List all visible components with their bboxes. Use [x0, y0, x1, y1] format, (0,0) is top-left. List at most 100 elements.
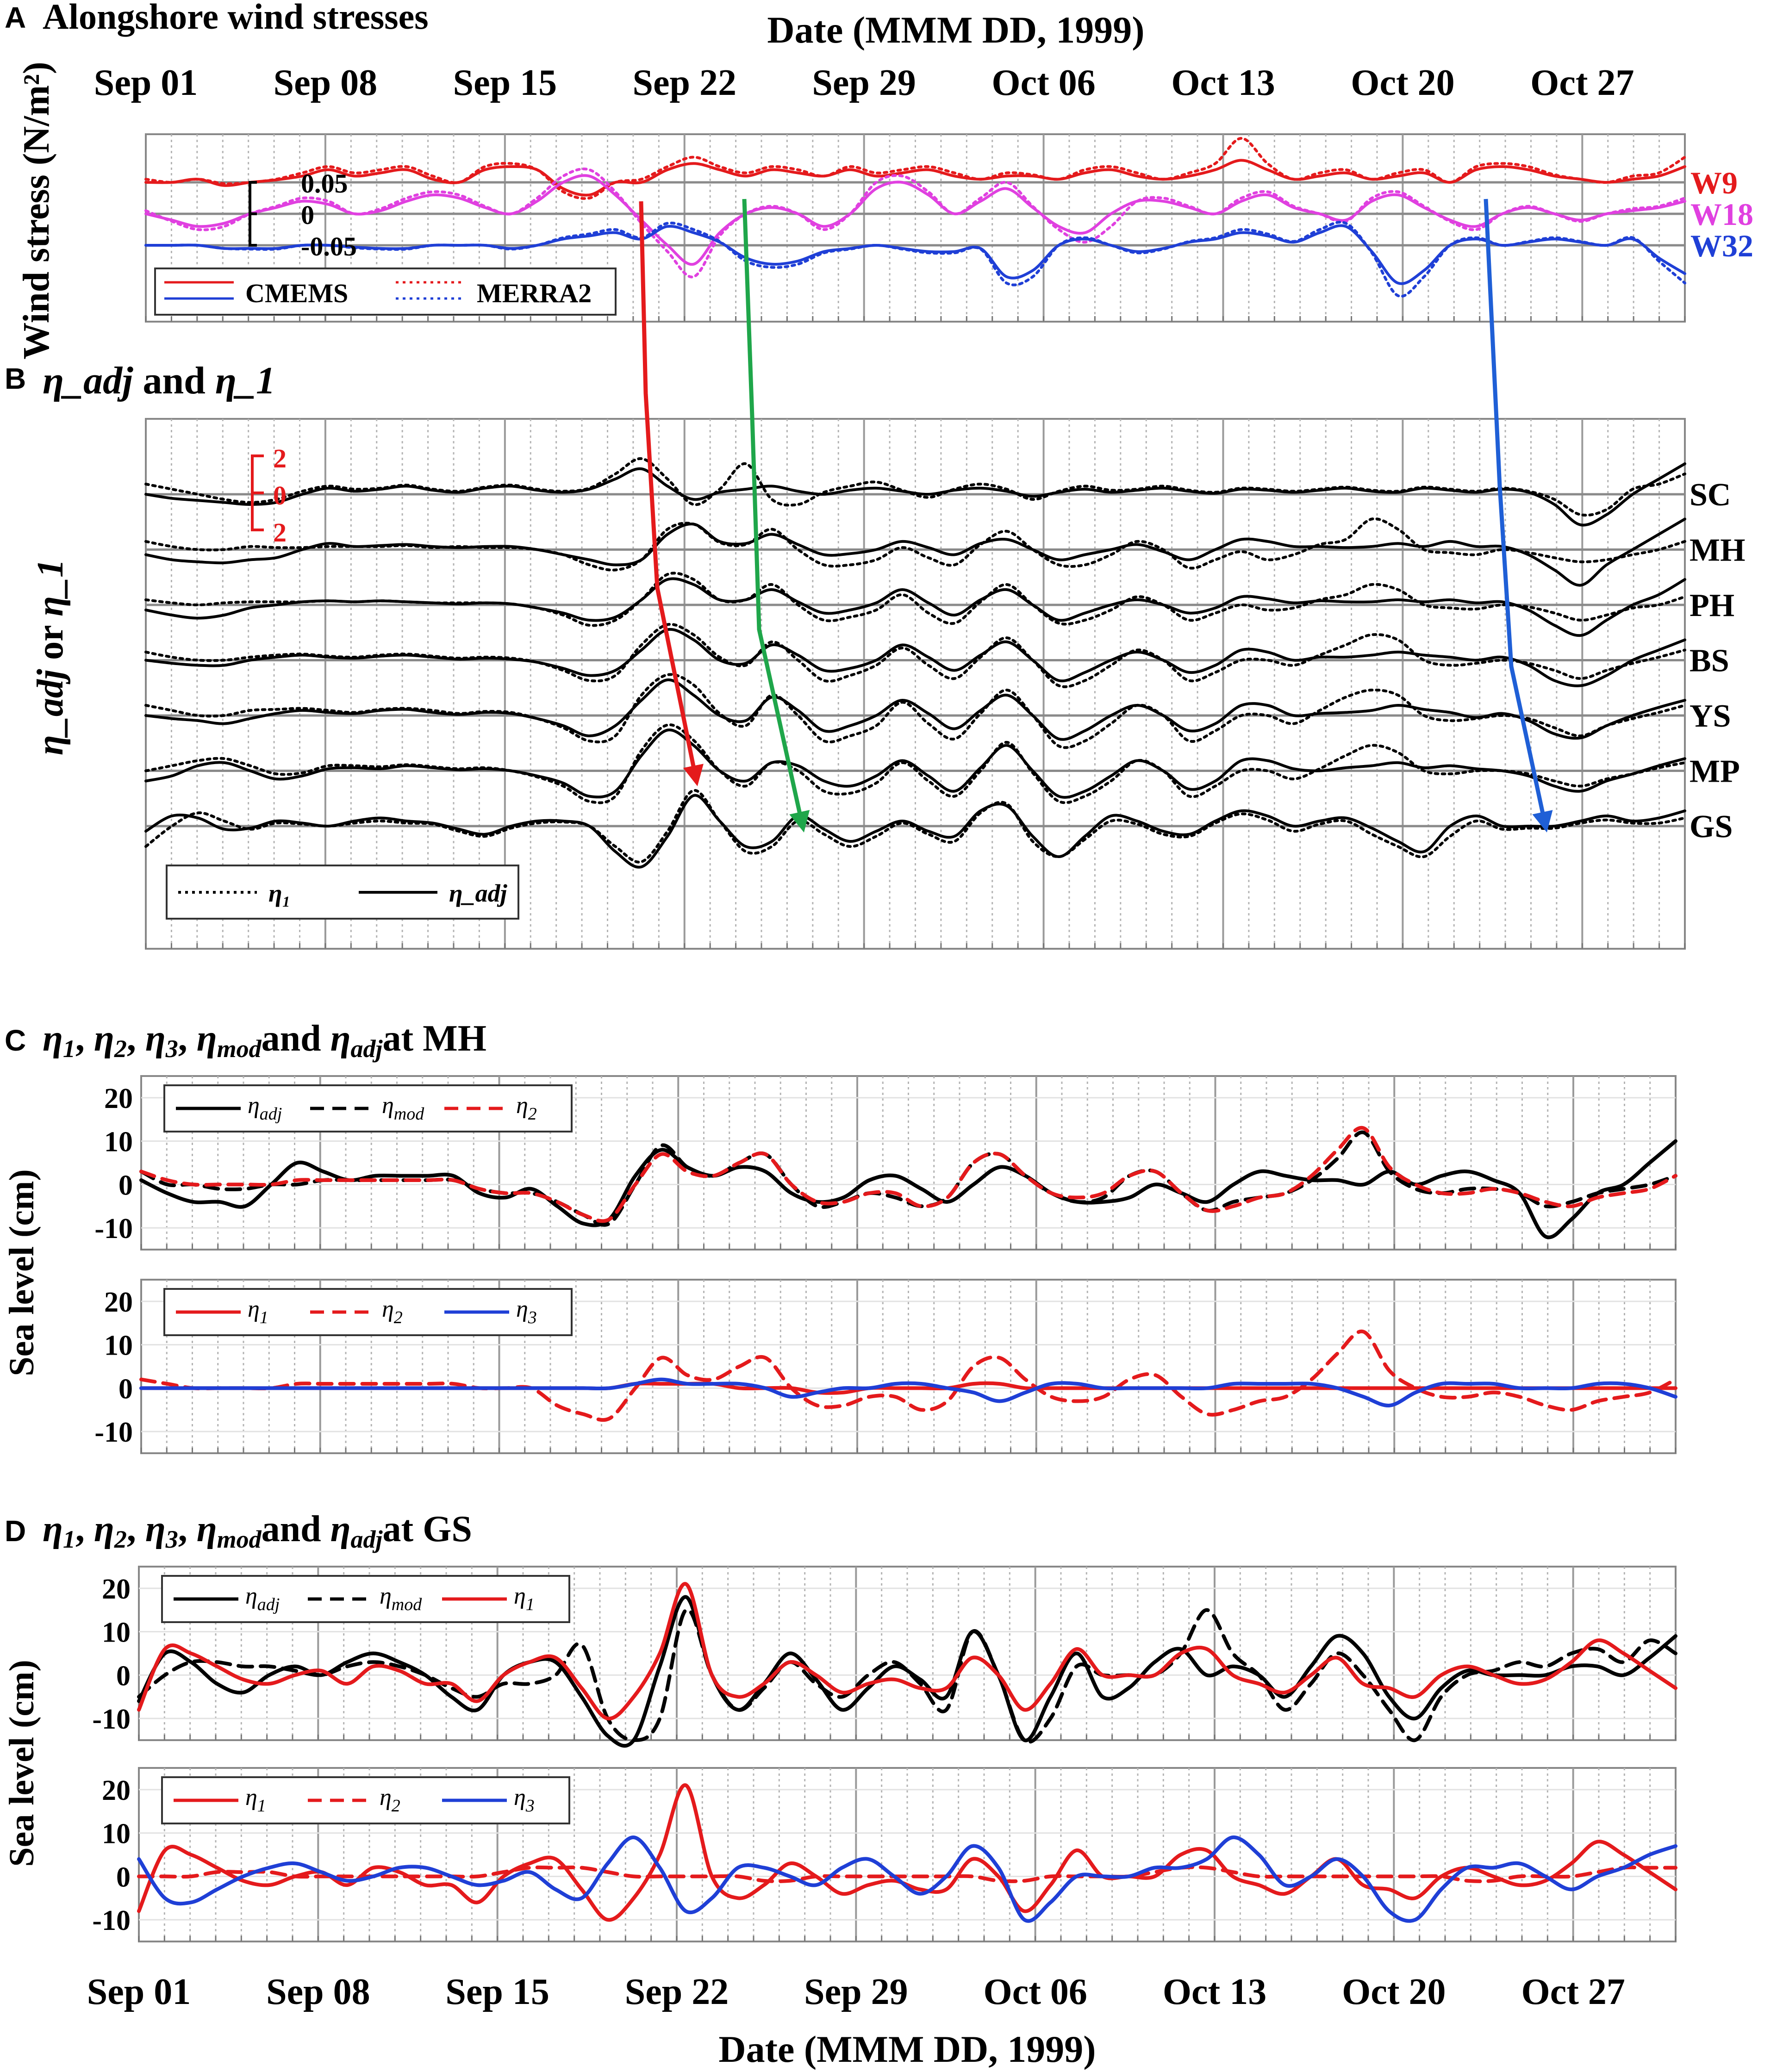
- panel-d-title: η1, η2, η3, ηmodand ηadjat GS: [43, 1509, 472, 1553]
- y-tick-label: 20: [102, 1574, 131, 1605]
- sea-level-series-2: [137, 1836, 1677, 1923]
- station-label-ph: PH: [1689, 588, 1734, 623]
- legend-label: η2: [380, 1784, 400, 1816]
- y-tick-label: 0: [118, 1373, 133, 1405]
- bottom-tick-label: Sep 01: [87, 1972, 191, 2012]
- panel-d: 20 10 0 -10 ηadj ηmod η1 20 10 0 -10 η1 η2 η3: [92, 1566, 1677, 1942]
- station-label-sc: SC: [1689, 477, 1731, 513]
- station-solid-sc: [144, 462, 1686, 527]
- y-tick-label: 20: [104, 1083, 133, 1114]
- y-tick-label: 10: [104, 1126, 133, 1158]
- panel-b-legend: η₁ η_adj: [166, 865, 519, 920]
- wind-series-1: [144, 137, 1686, 200]
- panel-letter-a: A: [5, 1, 26, 34]
- bottom-tick-label: Oct 20: [1342, 1972, 1446, 2012]
- series-label-w18: W18: [1690, 197, 1753, 232]
- legend-label: ηadj: [248, 1092, 282, 1124]
- scale-bar-label: 0: [301, 200, 314, 230]
- sea-level-series-0: [139, 1139, 1677, 1239]
- sea-level-legend: ηadj ηmod η2: [163, 1084, 573, 1132]
- station-dotted-mh: [144, 517, 1686, 572]
- panel-b-ylabel-b: η_1: [30, 559, 71, 616]
- panel-d-ylabel: Sea level (cm): [2, 1660, 41, 1867]
- y-tick-label: 10: [102, 1617, 131, 1649]
- sea-level-series-2: [139, 1377, 1677, 1407]
- series-label-w32: W32: [1690, 228, 1753, 263]
- station-solid-ys: [144, 678, 1686, 741]
- station-label-gs: GS: [1689, 809, 1733, 845]
- top-tick-label: Oct 06: [991, 62, 1095, 103]
- legend-label: η₁: [268, 879, 291, 907]
- wind-series-3: [144, 168, 1686, 279]
- top-tick-labels: Sep 01 Sep 08 Sep 15 Sep 22 Sep 29 Oct 06 Oct …: [94, 62, 1634, 103]
- propagation-arrow-green: [742, 199, 810, 833]
- y-tick-label: 20: [104, 1287, 133, 1318]
- panel-letter-d: D: [5, 1514, 26, 1548]
- bottom-tick-label: Oct 27: [1521, 1972, 1625, 2012]
- station-scale-bar: 2 0 2: [251, 443, 287, 548]
- sea-level-series-1: [139, 1329, 1677, 1422]
- panel-c-title: η1, η2, η3, ηmodand ηadjat MH: [43, 1018, 486, 1063]
- propagation-arrow-red: [639, 201, 704, 786]
- panel-c: 20 10 0 -10 ηadj ηmod η2 20 10 0 -10 η1 η2 η3: [94, 1075, 1677, 1454]
- bottom-tick-label: Oct 13: [1163, 1972, 1266, 2012]
- y-tick-label: -10: [94, 1213, 133, 1244]
- legend-label: η2: [516, 1092, 537, 1124]
- panel-a-top-xlabel: Date (MMM DD, 1999): [767, 9, 1144, 51]
- sea-level-series-1: [137, 1607, 1677, 1744]
- sea-level-series-1: [137, 1865, 1677, 1883]
- top-tick-label: Oct 13: [1171, 62, 1275, 103]
- panel-b-title-and: and: [143, 359, 205, 402]
- sea-level-series-2: [137, 1582, 1677, 1721]
- panel-b-title: η_adj and η_1: [43, 359, 275, 402]
- panel-c-ylabel: Sea level (cm): [2, 1169, 41, 1376]
- panel-a-title: Alongshore wind stresses: [43, 0, 429, 37]
- panel-b-ylabel-or: or: [30, 616, 71, 660]
- sea-level-legend: η1 η2 η3: [161, 1776, 570, 1824]
- top-tick-label: Sep 01: [94, 62, 198, 103]
- legend-label: CMEMS: [245, 278, 348, 308]
- wind-series-5: [144, 220, 1686, 298]
- station-solid-mp: [144, 728, 1686, 799]
- panel-a-ylabel: Wind stress (N/m²): [16, 62, 57, 359]
- sea-level-series-0: [137, 1783, 1677, 1922]
- y-tick-label: 0: [118, 1170, 133, 1201]
- scale-bar-label: 2: [273, 517, 287, 548]
- station-label-ys: YS: [1689, 698, 1731, 734]
- top-tick-label: Sep 08: [274, 62, 378, 103]
- series-label-w9: W9: [1690, 165, 1738, 200]
- wind-scale-bar: 0.050-0.05: [249, 168, 357, 261]
- scale-bar-label: 0: [273, 480, 287, 510]
- bottom-tick-label: Sep 22: [625, 1972, 729, 2012]
- legend-label: MERRA2: [477, 278, 592, 308]
- station-label-mh: MH: [1689, 533, 1746, 568]
- station-dotted-gs: [144, 789, 1686, 864]
- bottom-xlabel: Date (MMM DD, 1999): [718, 2028, 1096, 2070]
- propagation-arrows: [639, 199, 1553, 833]
- station-dotted-ph: [144, 572, 1686, 627]
- y-tick-label: -10: [92, 1704, 131, 1735]
- station-solid-bs: [144, 628, 1686, 687]
- plot-frame: [145, 418, 1686, 950]
- legend-label: η_adj: [449, 879, 508, 907]
- panel-a-legend: CMEMS MERRA2: [154, 268, 617, 316]
- top-tick-label: Oct 27: [1530, 62, 1634, 103]
- station-solid-ph: [144, 577, 1686, 637]
- y-tick-label: 10: [102, 1818, 131, 1850]
- legend-label: η1: [248, 1296, 268, 1327]
- y-tick-label: 0: [116, 1660, 131, 1692]
- panel-letter-b: B: [5, 362, 26, 395]
- bottom-tick-label: Oct 06: [983, 1972, 1087, 2012]
- top-tick-label: Oct 20: [1351, 62, 1454, 103]
- station-label-mp: MP: [1689, 754, 1740, 790]
- top-tick-label: Sep 29: [812, 62, 916, 103]
- sea-level-series-2: [139, 1126, 1677, 1223]
- top-tick-label: Sep 15: [453, 62, 557, 103]
- sea-level-legend: η1 η2 η3: [163, 1288, 573, 1336]
- y-tick-label: 20: [102, 1775, 131, 1806]
- bottom-tick-label: Sep 15: [445, 1972, 549, 2012]
- panel-b-title-main: η_adj: [43, 359, 133, 402]
- scale-bar-label: 2: [273, 443, 287, 473]
- bottom-tick-labels: Sep 01 Sep 08 Sep 15 Sep 22 Sep 29 Oct 06 Oct …: [87, 1972, 1625, 2012]
